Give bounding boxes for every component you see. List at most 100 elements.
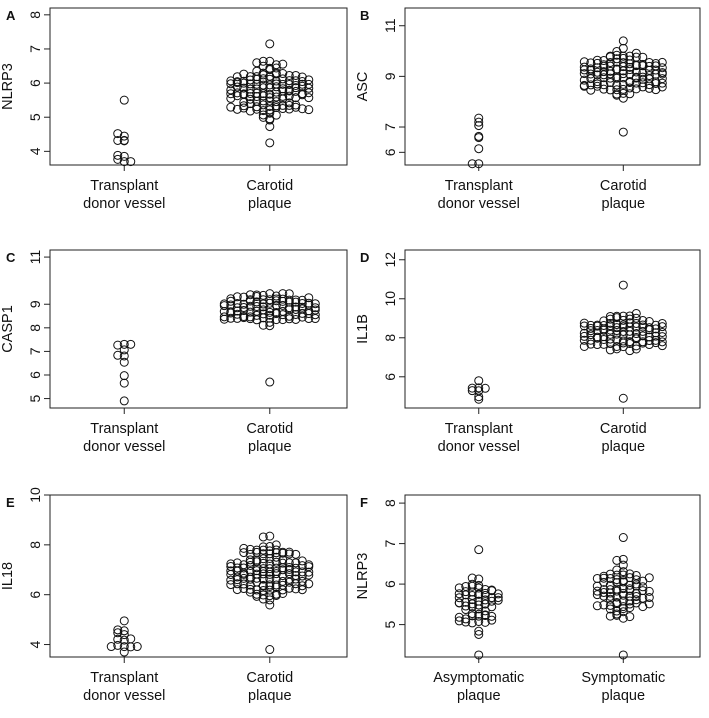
data-point xyxy=(119,626,129,636)
data-point xyxy=(113,625,123,635)
data-point xyxy=(657,341,667,351)
data-point xyxy=(278,94,288,104)
data-point xyxy=(657,82,667,92)
data-point xyxy=(258,56,268,66)
x-category-label: plaque xyxy=(248,688,292,704)
data-point xyxy=(284,577,294,587)
data-point xyxy=(297,556,307,566)
data-point xyxy=(232,575,242,585)
data-point xyxy=(271,82,281,92)
data-point xyxy=(265,645,275,655)
data-point xyxy=(638,61,648,71)
data-point xyxy=(265,101,275,111)
data-point xyxy=(284,583,294,593)
data-point xyxy=(106,642,116,652)
data-point xyxy=(271,548,281,558)
data-point xyxy=(618,554,628,564)
data-point xyxy=(605,591,615,601)
data-point xyxy=(119,131,129,141)
data-point xyxy=(304,293,314,303)
data-point xyxy=(304,579,314,589)
data-point xyxy=(599,334,609,344)
data-point xyxy=(245,99,255,109)
data-point xyxy=(644,80,654,90)
data-point xyxy=(605,600,615,610)
data-point xyxy=(226,569,236,579)
data-point xyxy=(625,65,635,75)
data-point xyxy=(487,602,497,612)
data-point xyxy=(119,351,129,361)
data-point xyxy=(265,39,275,49)
data-point xyxy=(586,74,596,84)
data-point xyxy=(252,573,262,583)
data-point xyxy=(657,318,667,328)
data-point xyxy=(284,305,294,315)
data-point xyxy=(618,560,628,570)
data-point xyxy=(454,612,464,622)
data-point xyxy=(625,596,635,606)
data-point xyxy=(271,590,281,600)
data-point xyxy=(291,100,301,110)
data-point xyxy=(631,570,641,580)
data-point xyxy=(638,72,648,82)
data-point xyxy=(474,545,484,555)
data-point xyxy=(605,339,615,349)
data-point xyxy=(651,65,661,75)
data-point xyxy=(657,78,667,88)
data-point xyxy=(618,342,628,352)
y-axis-label: IL18 xyxy=(0,562,16,590)
data-point xyxy=(271,569,281,579)
data-point xyxy=(304,562,314,572)
data-point xyxy=(239,69,249,79)
data-point xyxy=(265,307,275,317)
data-point xyxy=(592,586,602,596)
data-point xyxy=(291,304,301,314)
data-point xyxy=(592,63,602,73)
data-point xyxy=(618,570,628,580)
data-point xyxy=(219,312,229,322)
data-point xyxy=(618,590,628,600)
data-point xyxy=(474,574,484,584)
data-point xyxy=(644,573,654,583)
data-point xyxy=(605,604,615,614)
data-point xyxy=(454,598,464,608)
data-point xyxy=(612,555,622,565)
data-point xyxy=(284,104,294,114)
data-point xyxy=(480,590,490,600)
data-point xyxy=(252,74,262,84)
data-point xyxy=(631,341,641,351)
data-point xyxy=(258,112,268,122)
data-point xyxy=(612,610,622,620)
x-category-label: Asymptomatic xyxy=(433,670,524,686)
data-point xyxy=(232,313,242,323)
data-point xyxy=(599,600,609,610)
data-point xyxy=(599,587,609,597)
data-point xyxy=(252,315,262,325)
panel-d: D IL1B 6 8 10 12 Transplant donor vessel Carotid… xyxy=(355,249,701,455)
data-point xyxy=(265,310,275,320)
data-point xyxy=(265,295,275,305)
data-point xyxy=(612,80,622,90)
data-point xyxy=(579,81,589,91)
x-category-label: Transplant xyxy=(445,421,513,437)
data-point xyxy=(605,569,615,579)
x-category-label: Carotid xyxy=(246,670,293,686)
y-tick-label: 9 xyxy=(27,300,43,308)
data-point xyxy=(310,314,320,324)
data-point xyxy=(474,144,484,154)
y-tick-label: 7 xyxy=(382,539,398,547)
data-point xyxy=(461,597,471,607)
data-point xyxy=(291,567,301,577)
data-point xyxy=(605,345,615,355)
data-point xyxy=(605,611,615,621)
data-point xyxy=(579,65,589,75)
data-point xyxy=(605,311,615,321)
data-point xyxy=(239,313,249,323)
y-tick-label: 10 xyxy=(27,487,43,503)
data-point xyxy=(586,323,596,333)
y-tick-label: 6 xyxy=(382,373,398,381)
data-point xyxy=(605,334,615,344)
data-point xyxy=(113,640,123,650)
data-point xyxy=(618,533,628,543)
